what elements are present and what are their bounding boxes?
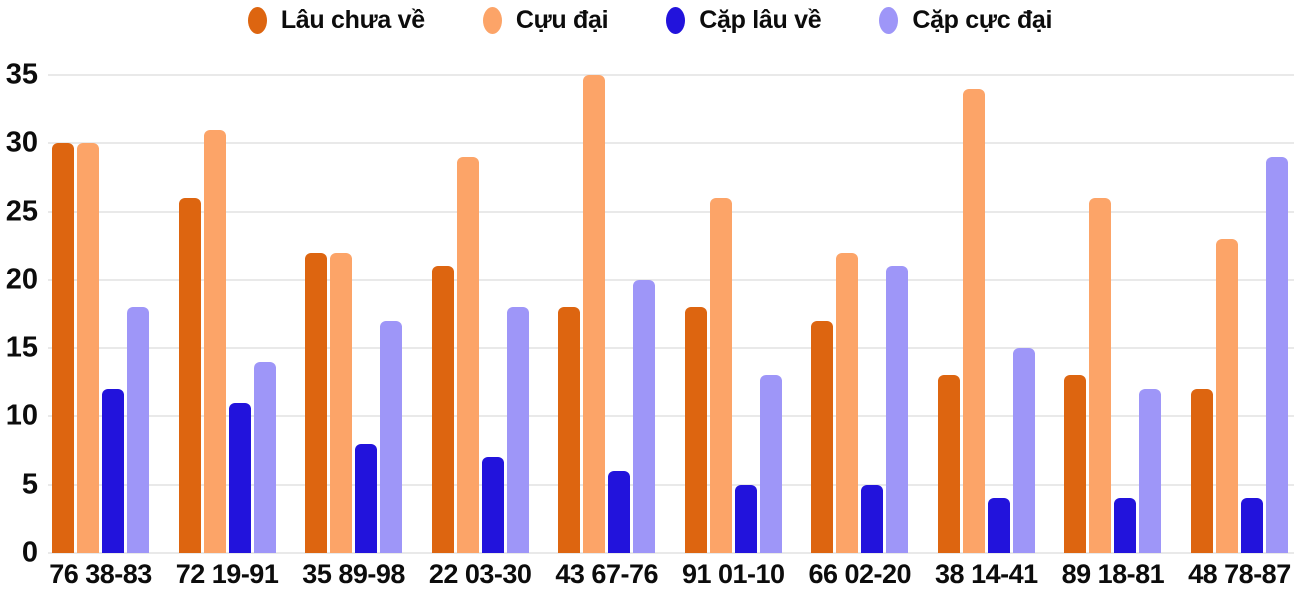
bar	[228, 402, 251, 553]
legend-item: Cựu đại	[482, 6, 609, 35]
x-axis-label: 76 38-83	[49, 559, 152, 589]
bar	[456, 156, 479, 553]
bar	[1215, 238, 1238, 553]
bar	[684, 307, 707, 553]
legend-item: Cặp lâu về	[666, 6, 822, 35]
x-axis-label: 72 19-91	[175, 559, 279, 589]
x-axis-label: 89 18-81	[1061, 559, 1165, 589]
bar	[608, 471, 631, 553]
bar	[1190, 389, 1213, 553]
bar	[861, 484, 884, 553]
x-axis-label: 43 67-76	[555, 559, 658, 589]
legend-swatch-icon	[879, 7, 899, 34]
x-axis-label: 48 78-87	[1188, 559, 1291, 589]
bar	[431, 266, 454, 553]
bar	[987, 498, 1010, 553]
bar	[962, 88, 985, 553]
bar	[759, 375, 782, 553]
legend-label: Cặp cực đại	[912, 6, 1053, 34]
bar	[886, 266, 909, 553]
gridline	[48, 347, 1294, 350]
y-axis-tick-label: 5	[21, 468, 38, 501]
x-axis-label: 38 14-41	[935, 559, 1038, 589]
gridline	[48, 74, 1294, 76]
bar	[811, 320, 834, 553]
bar	[481, 457, 504, 553]
legend-item: Lâu chưa về	[247, 6, 425, 35]
gridline	[48, 142, 1294, 145]
bar	[1012, 348, 1035, 553]
bar-group: 22 03-30	[429, 75, 532, 589]
plot-area: 76 38-83 72 19-91 35 89-98 22 03-30 43 67-76…	[48, 74, 1294, 589]
bar	[178, 197, 201, 553]
legend-label: Cặp lâu về	[699, 6, 822, 34]
x-axis-label: 35 89-98	[302, 559, 405, 589]
bar	[836, 252, 859, 553]
bar	[506, 307, 529, 553]
y-axis-tick-label: 35	[5, 58, 38, 91]
bar	[1089, 197, 1112, 553]
gridline	[48, 278, 1294, 281]
x-axis-label: 66 02-20	[808, 559, 912, 589]
bar	[558, 307, 581, 553]
y-axis-tick-label: 10	[5, 399, 38, 432]
legend-label: Lâu chưa về	[280, 6, 425, 34]
legend-swatch-icon	[666, 7, 686, 34]
gridline	[48, 210, 1294, 213]
bar-group: 43 67-76	[555, 75, 658, 589]
bar-group: 48 78-87	[1188, 75, 1291, 589]
bar	[203, 129, 226, 553]
legend-item: Cặp cực đại	[879, 6, 1052, 35]
bar	[709, 197, 732, 553]
bar	[1240, 498, 1263, 553]
y-axis-tick-label: 20	[5, 263, 38, 296]
bar	[937, 375, 960, 553]
bar-group: 38 14-41	[935, 75, 1038, 589]
bar	[734, 484, 757, 553]
bar	[77, 143, 99, 553]
bar	[380, 320, 403, 553]
bar-group: 35 89-98	[302, 75, 405, 589]
legend-label: Cựu đại	[515, 6, 609, 34]
bar	[1064, 375, 1087, 553]
bar-group: 66 02-20	[808, 75, 912, 589]
bar	[330, 252, 353, 553]
x-axis-label: 22 03-30	[428, 559, 532, 589]
bar-groups: 76 38-83 72 19-91 35 89-98 22 03-30 43 67-76…	[48, 75, 1294, 589]
bar	[52, 143, 74, 553]
gridline	[48, 415, 1294, 418]
y-axis-tick-label: 0	[21, 536, 38, 569]
bar	[633, 279, 656, 553]
bar	[1114, 498, 1137, 553]
bar-group: 89 18-81	[1062, 75, 1165, 589]
bar	[253, 361, 276, 553]
bar-group: 91 01-10	[682, 75, 785, 589]
legend-swatch-icon	[247, 7, 267, 34]
y-axis-tick-label: 15	[5, 331, 38, 364]
bar	[102, 389, 124, 553]
chart-legend: Lâu chưa về Cựu đại Cặp lâu về Cặp cực đại	[0, 6, 1300, 35]
y-axis-tick-label: 25	[5, 195, 38, 228]
y-axis: 0 5 10 15 20 25 30 35	[0, 60, 40, 567]
bar	[1139, 389, 1162, 553]
gridline	[48, 552, 1294, 554]
y-axis-tick-label: 30	[5, 126, 38, 159]
bar	[1265, 156, 1288, 553]
bar	[355, 443, 378, 553]
bar	[583, 75, 606, 553]
bar	[127, 307, 149, 553]
legend-swatch-icon	[482, 7, 502, 34]
bar-group: 76 38-83	[49, 75, 152, 589]
x-axis-label: 91 01-10	[681, 559, 785, 589]
gridline	[48, 483, 1294, 486]
bar-group: 72 19-91	[176, 75, 279, 589]
bar	[305, 252, 328, 553]
